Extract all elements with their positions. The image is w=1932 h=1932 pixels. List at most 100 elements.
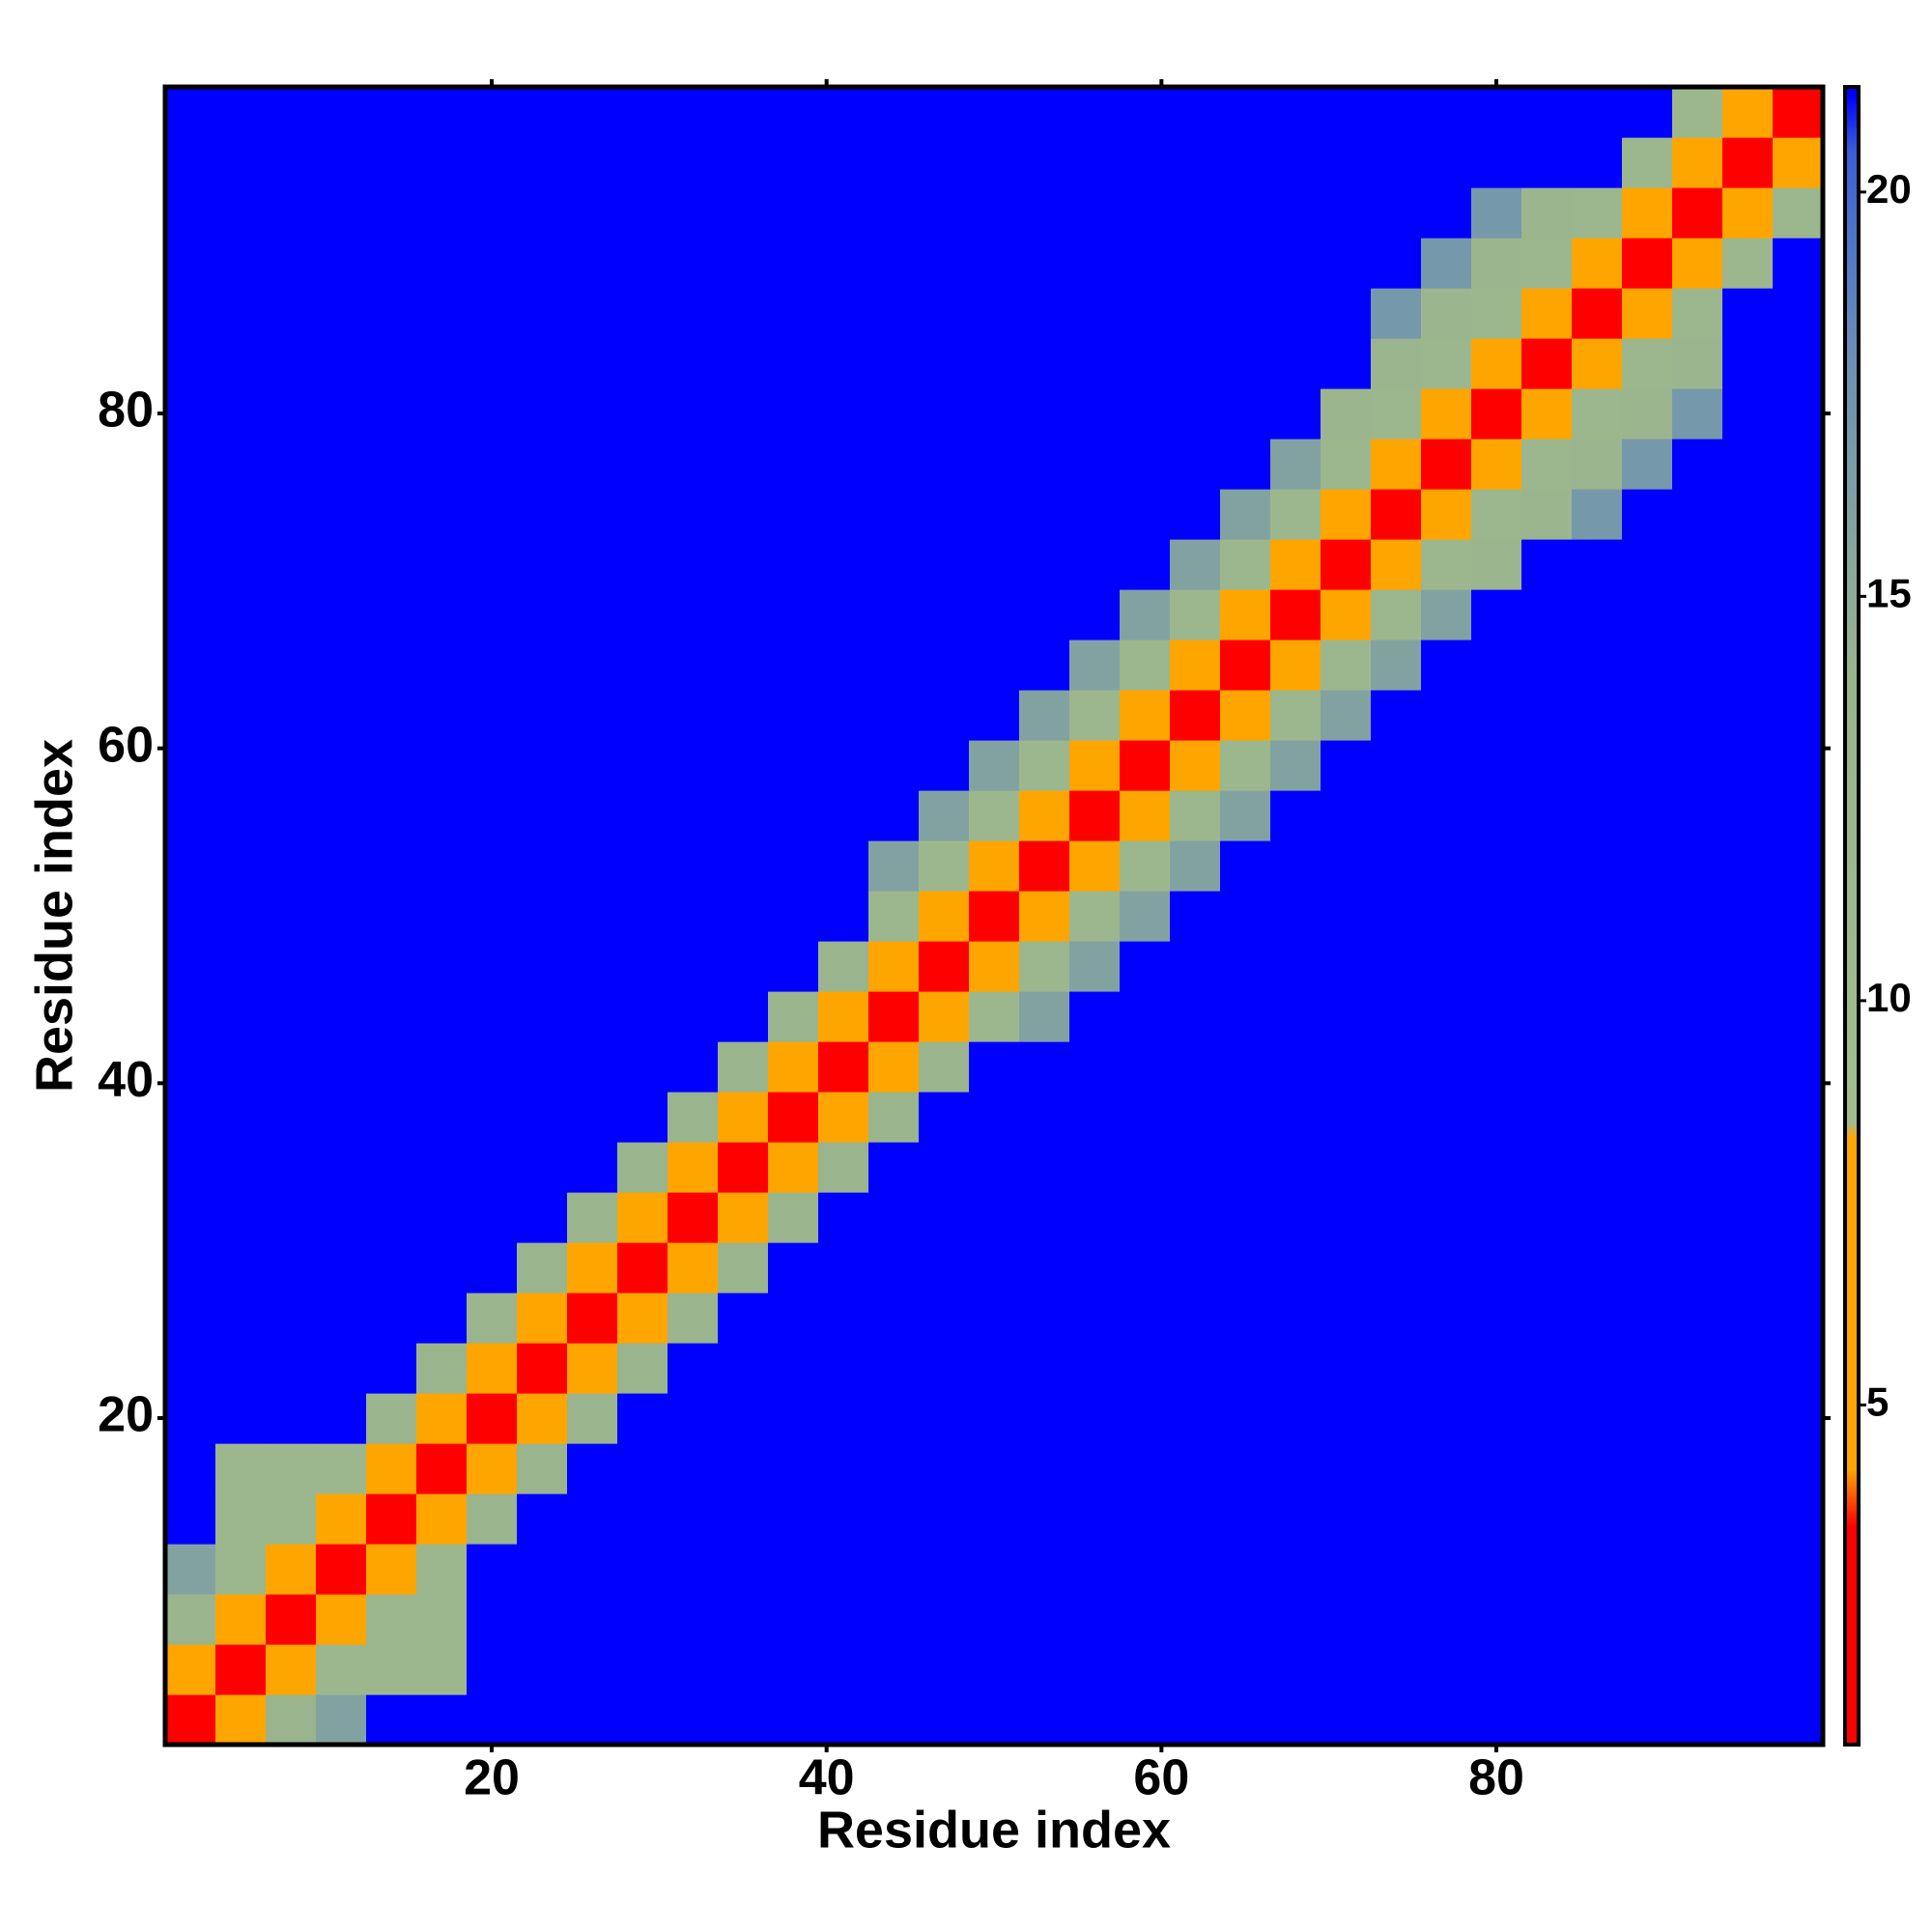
heat-cell	[919, 690, 970, 741]
heat-cell	[1120, 1343, 1171, 1394]
heat-cell	[1120, 740, 1171, 791]
heat-cell	[517, 1041, 568, 1093]
heat-cell	[215, 489, 267, 540]
heat-cell	[818, 639, 869, 691]
heat-cell	[416, 187, 468, 239]
heat-cell	[617, 137, 668, 188]
heat-cell	[266, 1493, 317, 1545]
heat-cell	[668, 1544, 719, 1595]
heat-cell	[1321, 489, 1372, 540]
heat-cell	[517, 539, 568, 590]
heat-cell	[1019, 1644, 1070, 1695]
heat-cell	[818, 1544, 869, 1595]
heat-cell	[366, 238, 417, 289]
heat-cell	[919, 1192, 970, 1243]
heat-cell	[668, 187, 719, 239]
colorbar-tick-label: 20	[1866, 166, 1912, 212]
heat-cell	[1371, 388, 1422, 440]
heat-cell	[165, 1443, 216, 1494]
heat-cell	[366, 137, 417, 188]
heat-cell	[818, 238, 869, 289]
heat-cell	[1672, 187, 1723, 239]
heat-cell	[1069, 1594, 1121, 1645]
heat-cell	[1270, 690, 1321, 741]
heat-cell	[165, 87, 216, 138]
heat-cell	[1622, 1242, 1673, 1293]
heat-cell	[215, 790, 267, 841]
heat-cell	[1722, 1493, 1774, 1545]
heat-cell	[266, 941, 317, 992]
heat-cell	[1019, 690, 1070, 741]
heat-cell	[416, 1293, 468, 1344]
heat-cell	[1170, 439, 1221, 490]
heat-cell	[416, 238, 468, 289]
heat-cell	[1521, 1594, 1573, 1645]
heat-cell	[1773, 690, 1824, 741]
heat-cell	[416, 1544, 468, 1595]
heat-cell	[266, 1192, 317, 1243]
heat-cell	[768, 1041, 819, 1093]
heat-cell	[567, 1293, 618, 1344]
heat-cell	[1622, 1192, 1673, 1243]
heat-cell	[1622, 1293, 1673, 1344]
heat-cell	[1722, 1142, 1774, 1193]
heat-cell	[215, 639, 267, 691]
heat-cell	[567, 1493, 618, 1545]
heat-cell	[1019, 1694, 1070, 1746]
heat-cell	[1270, 1493, 1321, 1545]
heat-cell	[668, 1041, 719, 1093]
heat-cell	[1622, 1142, 1673, 1193]
heat-cell	[768, 589, 819, 640]
heat-cell	[215, 1092, 267, 1143]
heat-cell	[215, 1393, 267, 1444]
heat-cell	[1170, 1644, 1221, 1695]
heat-cell	[818, 1393, 869, 1444]
heat-cell	[818, 1644, 869, 1695]
heat-cell	[1371, 1544, 1422, 1595]
heat-cell	[1521, 1293, 1573, 1344]
heat-cell	[1672, 991, 1723, 1042]
heat-cell	[165, 589, 216, 640]
heat-cell	[1270, 288, 1321, 339]
heat-cell	[969, 1092, 1020, 1143]
heat-cell	[1019, 840, 1070, 892]
heat-cell	[1321, 1192, 1372, 1243]
heat-cell	[215, 1493, 267, 1545]
heat-cell	[718, 439, 769, 490]
heat-cell	[1321, 137, 1372, 188]
heat-cell	[969, 1493, 1020, 1545]
heat-cell	[1170, 238, 1221, 289]
heat-cell	[517, 1092, 568, 1143]
heat-cell	[1120, 539, 1171, 590]
heat-cell	[668, 288, 719, 339]
heat-cell	[1521, 439, 1573, 490]
heat-cell	[1773, 1594, 1824, 1645]
heat-cell	[1672, 891, 1723, 942]
heat-cell	[617, 589, 668, 640]
heat-cell	[1773, 639, 1824, 691]
heat-cell	[1622, 388, 1673, 440]
heat-cell	[1270, 589, 1321, 640]
heat-cell	[919, 991, 970, 1042]
heat-cell	[416, 137, 468, 188]
heat-cell	[1672, 1092, 1723, 1143]
heat-cell	[1170, 187, 1221, 239]
heat-cell	[1421, 1393, 1472, 1444]
heat-cell	[1270, 941, 1321, 992]
y-axis-label: Residue index	[25, 739, 83, 1093]
heat-cell	[1120, 338, 1171, 389]
heat-cell	[1773, 288, 1824, 339]
heat-cell	[1270, 489, 1321, 540]
heat-cell	[718, 489, 769, 540]
heat-cell	[1471, 1242, 1522, 1293]
heat-cell	[1421, 639, 1472, 691]
heat-cell	[1572, 1694, 1623, 1746]
heat-cell	[1672, 639, 1723, 691]
heat-cell	[366, 941, 417, 992]
heat-cell	[1722, 388, 1774, 440]
heat-cell	[919, 187, 970, 239]
heat-cell	[1270, 137, 1321, 188]
heat-cell	[668, 589, 719, 640]
heat-cell	[567, 288, 618, 339]
heat-cell	[1572, 991, 1623, 1042]
